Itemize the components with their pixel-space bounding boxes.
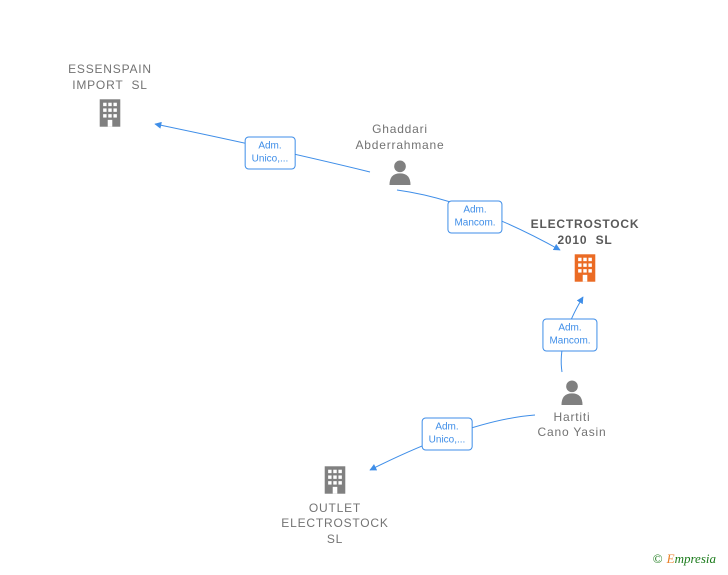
edge-label: Adm. Mancom. bbox=[542, 319, 597, 352]
node-outlet[interactable]: OUTLET ELECTROSTOCK SL bbox=[275, 460, 395, 547]
edge-label: Adm. Mancom. bbox=[447, 201, 502, 234]
node-label: ESSENSPAIN IMPORT SL bbox=[50, 62, 170, 93]
node-label: ELECTROSTOCK 2010 SL bbox=[525, 217, 645, 248]
edge-label: Adm. Unico,... bbox=[245, 137, 296, 170]
watermark: © Empresia bbox=[653, 551, 716, 567]
node-electrostock[interactable]: ELECTROSTOCK 2010 SL bbox=[525, 217, 645, 289]
node-hartiti[interactable]: Hartiti Cano Yasin bbox=[512, 373, 632, 441]
edge-label: Adm. Unico,... bbox=[422, 418, 473, 451]
node-label: OUTLET ELECTROSTOCK SL bbox=[275, 501, 395, 548]
person-icon bbox=[386, 157, 414, 185]
building-icon bbox=[321, 464, 349, 496]
person-icon bbox=[558, 377, 586, 405]
node-ghaddari[interactable]: Ghaddari Abderrahmane bbox=[340, 122, 460, 190]
node-label: Ghaddari Abderrahmane bbox=[340, 122, 460, 153]
brand-first: E bbox=[667, 551, 675, 566]
brand-rest: mpresia bbox=[675, 551, 716, 566]
node-label: Hartiti Cano Yasin bbox=[512, 410, 632, 441]
diagram-canvas: ESSENSPAIN IMPORT SL Ghaddari Abderrahma… bbox=[0, 0, 728, 575]
node-essenspain[interactable]: ESSENSPAIN IMPORT SL bbox=[50, 62, 170, 134]
building-icon bbox=[571, 252, 599, 284]
copyright-symbol: © bbox=[653, 551, 663, 566]
building-icon bbox=[96, 97, 124, 129]
